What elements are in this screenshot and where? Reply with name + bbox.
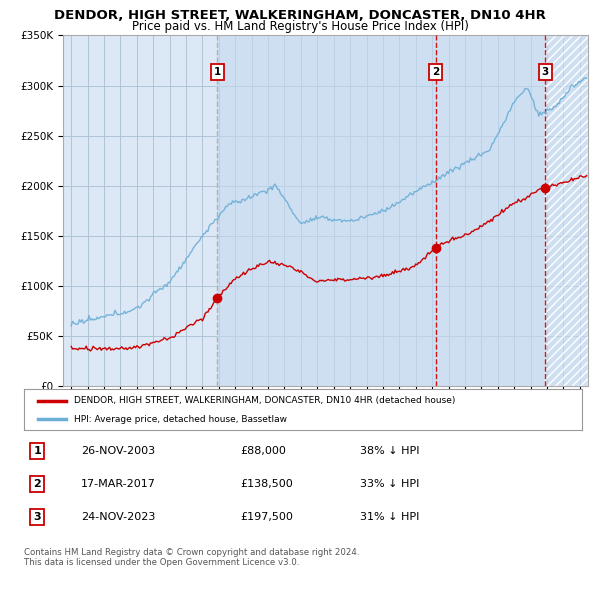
Text: DENDOR, HIGH STREET, WALKERINGHAM, DONCASTER, DN10 4HR (detached house): DENDOR, HIGH STREET, WALKERINGHAM, DONCA… [74,396,455,405]
Text: £197,500: £197,500 [240,512,293,522]
Bar [545,35,588,386]
Text: 3: 3 [34,512,41,522]
Text: 38% ↓ HPI: 38% ↓ HPI [360,446,419,455]
Text: Contains HM Land Registry data © Crown copyright and database right 2024.
This d: Contains HM Land Registry data © Crown c… [24,548,359,567]
Text: £138,500: £138,500 [240,479,293,489]
Text: Price paid vs. HM Land Registry's House Price Index (HPI): Price paid vs. HM Land Registry's House … [131,20,469,33]
Text: HPI: Average price, detached house, Bassetlaw: HPI: Average price, detached house, Bass… [74,415,287,424]
Text: 33% ↓ HPI: 33% ↓ HPI [360,479,419,489]
Text: 3: 3 [542,67,549,77]
Text: 26-NOV-2003: 26-NOV-2003 [81,446,155,455]
Text: £88,000: £88,000 [240,446,286,455]
Text: 24-NOV-2023: 24-NOV-2023 [81,512,155,522]
Text: 2: 2 [34,479,41,489]
Text: 1: 1 [34,446,41,455]
Text: 17-MAR-2017: 17-MAR-2017 [81,479,156,489]
Text: DENDOR, HIGH STREET, WALKERINGHAM, DONCASTER, DN10 4HR: DENDOR, HIGH STREET, WALKERINGHAM, DONCA… [54,9,546,22]
Bar [217,35,588,386]
Text: 1: 1 [214,67,221,77]
Text: 2: 2 [432,67,439,77]
Text: 31% ↓ HPI: 31% ↓ HPI [360,512,419,522]
